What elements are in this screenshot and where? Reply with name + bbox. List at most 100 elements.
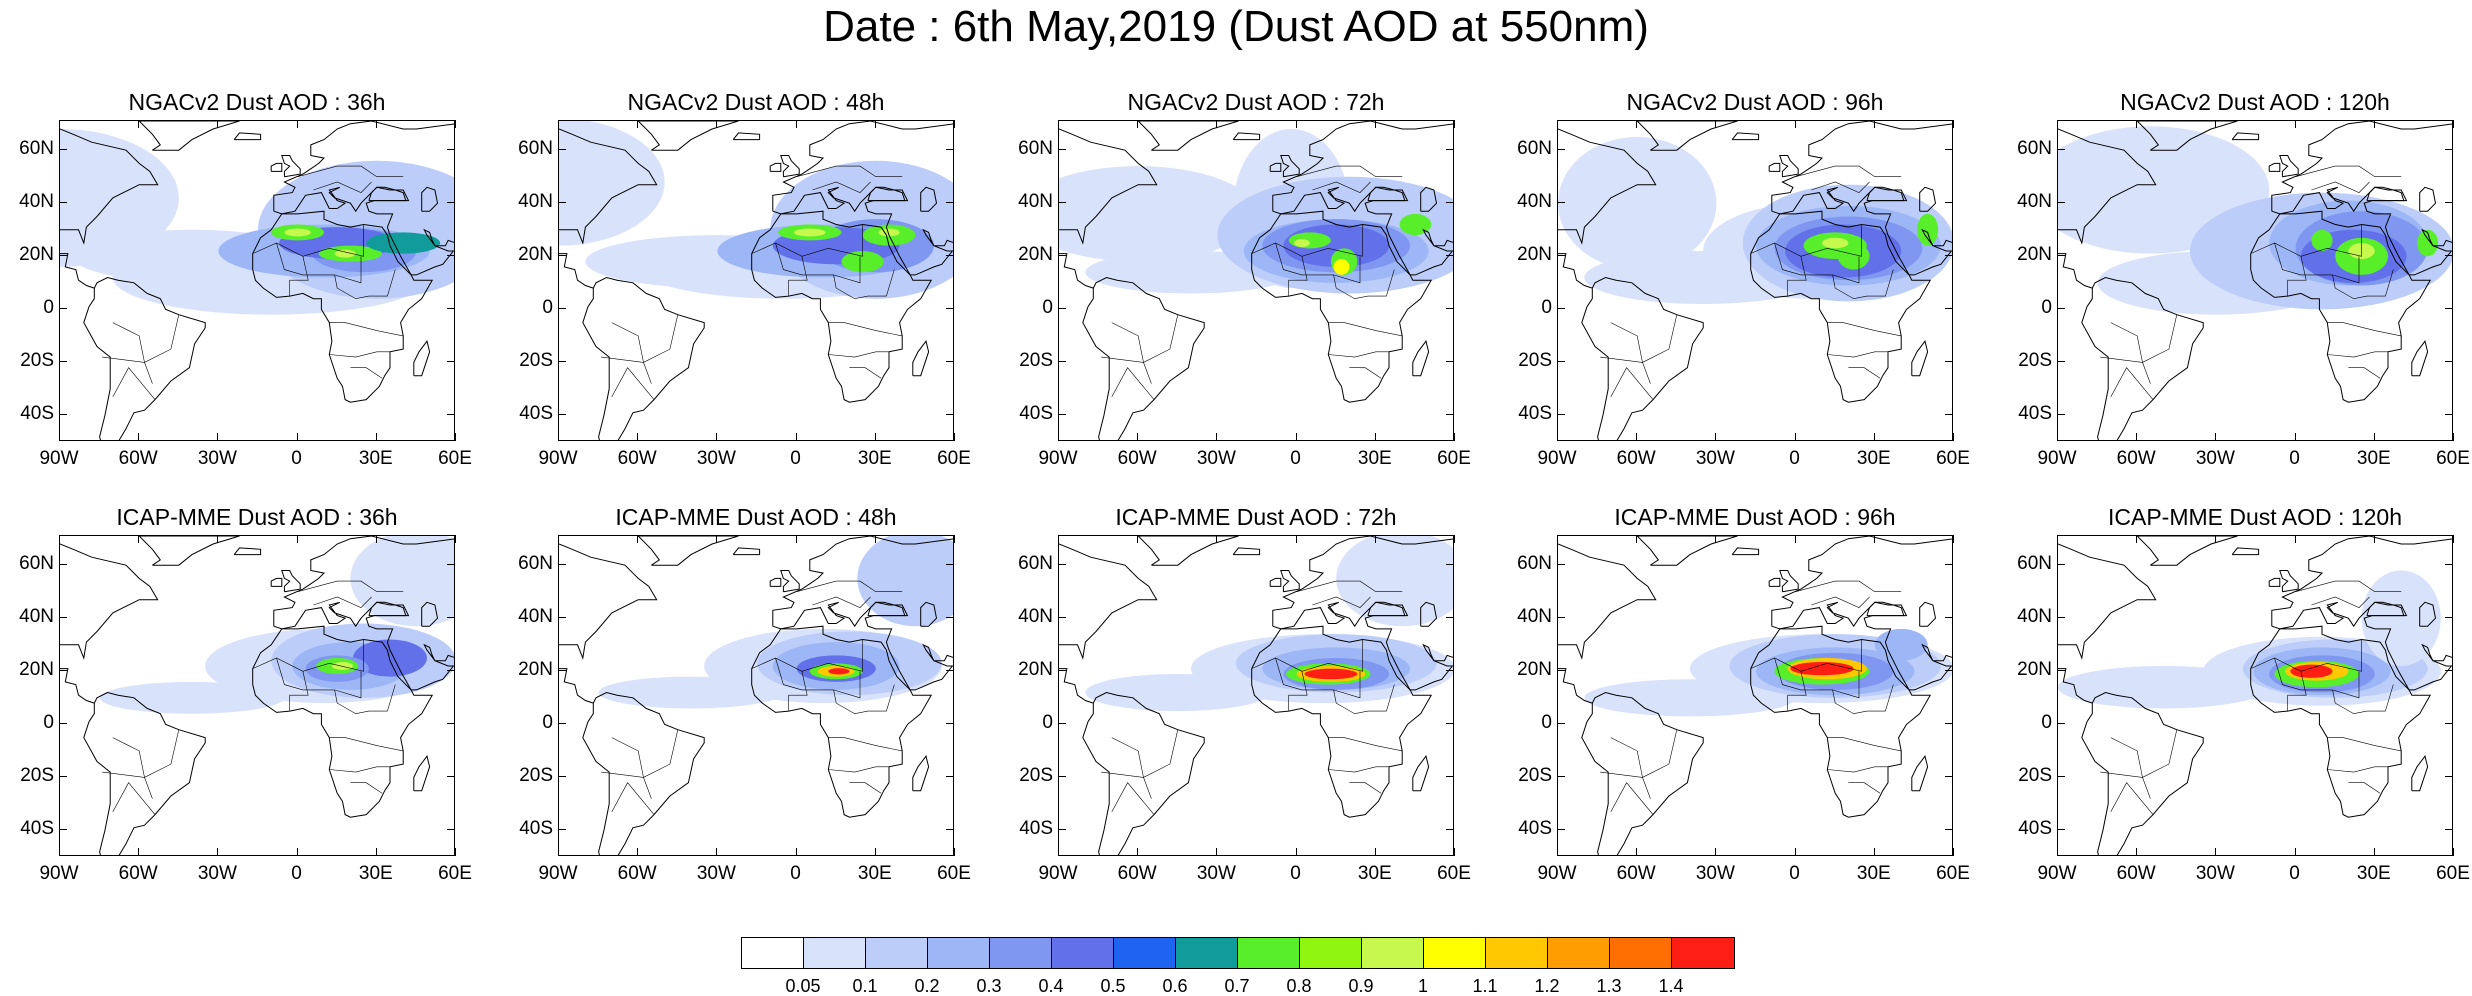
aod-contour-region (1304, 668, 1358, 680)
lon-tick (2215, 433, 2217, 441)
colorbar-label: 0.2 (914, 976, 940, 996)
country-border (1827, 351, 1888, 358)
coastline (2231, 132, 2260, 141)
coastline (270, 577, 283, 587)
lon-tick (716, 433, 718, 441)
coastline (559, 128, 658, 245)
lon-tick (217, 433, 219, 441)
country-border (1275, 242, 1361, 284)
lon-tick (954, 433, 955, 441)
lon-tick (637, 120, 639, 128)
lon-tick (795, 535, 797, 543)
latitude-label: 40S (1019, 818, 1053, 840)
country-border (252, 224, 364, 257)
country-border (350, 367, 383, 379)
lat-tick (59, 255, 67, 257)
map-frame (558, 120, 954, 441)
map-panel: NGACv2 Dust AOD : 36h 60N 40N 20N 0 20S 40S 90W… (0, 84, 472, 484)
country-border (751, 224, 863, 257)
coastline (1771, 536, 1952, 627)
lon-tick (1454, 535, 1455, 543)
latitude-label: 20N (1018, 659, 1053, 681)
lon-tick (1953, 535, 1954, 543)
coastline (1768, 577, 1781, 587)
coastline (1750, 210, 1932, 403)
lat-tick (1557, 776, 1565, 778)
longitude-label: 60E (1437, 863, 1471, 884)
aod-contour-region (350, 536, 454, 627)
lat-tick (1446, 617, 1454, 619)
coastline (2419, 601, 2437, 627)
country-border (2311, 181, 2370, 193)
latitude-label: 40S (20, 403, 54, 425)
country-border (297, 580, 404, 592)
lon-tick (954, 535, 955, 543)
figure-title: Date : 6th May,2019 (Dust AOD at 550nm) (823, 2, 1649, 51)
lat-tick (2057, 414, 2065, 416)
lat-tick (946, 414, 954, 416)
latitude-label: 0 (1042, 712, 1053, 734)
coastline (769, 162, 782, 172)
latitude-label: 0 (43, 297, 54, 319)
lat-tick (1557, 202, 1565, 204)
country-border (775, 242, 861, 284)
country-border (1101, 314, 1179, 363)
coastline (559, 668, 594, 722)
lon-tick (874, 433, 876, 441)
longitude-label: 0 (2289, 863, 2300, 884)
dust-aod-map (60, 536, 454, 855)
country-border (1610, 322, 1651, 384)
lat-tick (1945, 149, 1953, 151)
lat-tick (946, 149, 954, 151)
map-frame (1058, 535, 1454, 856)
coastline (413, 755, 431, 792)
lon-tick (1137, 433, 1139, 441)
longitude-label: 90W (1038, 863, 1078, 884)
country-border (1600, 314, 1678, 363)
colorbar-label: 0.8 (1286, 976, 1312, 996)
lon-tick (558, 848, 559, 856)
dust-aod-map (559, 536, 953, 855)
country-border (2110, 737, 2151, 799)
longitude-label: 60E (2436, 448, 2470, 469)
lat-tick (1446, 255, 1454, 257)
coastline (751, 625, 933, 818)
colorbar-swatch (1610, 938, 1672, 968)
coastline (2058, 668, 2093, 722)
latitude-label: 0 (1541, 712, 1552, 734)
country-border (112, 367, 156, 400)
coastline (1636, 536, 1738, 566)
map-panel: ICAP-MME Dust AOD : 36h 60N 40N 20N 0 20S 40S 9… (0, 499, 472, 899)
latitude-label: 20S (1019, 350, 1053, 372)
coastline (2419, 186, 2437, 212)
country-border (828, 351, 889, 358)
lat-tick (1446, 776, 1454, 778)
latitude-label: 40N (19, 606, 54, 628)
lon-tick (1374, 848, 1376, 856)
aod-contour-region (1874, 628, 1928, 661)
lat-tick (946, 202, 954, 204)
latitude-label: 20N (518, 244, 553, 266)
dust-aod-map (559, 121, 953, 440)
lat-tick (946, 776, 954, 778)
country-border (334, 269, 396, 300)
country-border (112, 322, 153, 384)
lat-tick (2445, 414, 2453, 416)
coastline (1558, 253, 1593, 307)
lat-tick (558, 202, 566, 204)
country-border (1251, 639, 1363, 672)
longitude-label: 60W (118, 448, 158, 469)
longitude-label: 30W (197, 863, 237, 884)
coastline (2058, 543, 2157, 660)
lat-tick (1058, 149, 1066, 151)
colorbar-swatch (1548, 938, 1610, 968)
lat-tick (1446, 414, 1454, 416)
lat-tick (2057, 308, 2065, 310)
country-border (1349, 367, 1382, 379)
country-border (276, 242, 362, 284)
colorbar-label: 0.9 (1348, 976, 1374, 996)
coastline (1731, 547, 1760, 556)
lon-tick (1557, 433, 1558, 441)
lon-tick (1374, 433, 1376, 441)
colorbar-swatch (928, 938, 990, 968)
